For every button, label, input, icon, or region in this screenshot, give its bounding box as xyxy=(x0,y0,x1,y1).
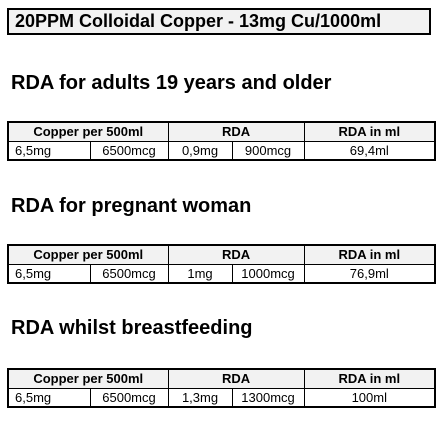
header-copper-per-500ml: Copper per 500ml xyxy=(6,368,169,389)
table-header-row: Copper per 500ml RDA RDA in ml xyxy=(6,244,437,265)
header-rda: RDA xyxy=(167,368,305,389)
table-header-row: Copper per 500ml RDA RDA in ml xyxy=(6,121,437,142)
table-row: 6,5mg 6500mcg 0,9mg 900mcg 69,4ml xyxy=(7,140,437,161)
rda-table-pregnant: Copper per 500ml RDA RDA in ml 6,5mg 650… xyxy=(6,244,437,284)
header-rda-in-ml: RDA in ml xyxy=(303,368,437,389)
rda-mcg-cell: 900mcg xyxy=(231,140,305,161)
rda-mcg-cell: 1000mcg xyxy=(231,263,305,284)
header-rda-in-ml: RDA in ml xyxy=(303,121,437,142)
rda-table-breastfeeding: Copper per 500ml RDA RDA in ml 6,5mg 650… xyxy=(6,368,437,408)
rda-table-adults: Copper per 500ml RDA RDA in ml 6,5mg 650… xyxy=(6,121,437,161)
rda-ml-cell: 100ml xyxy=(303,387,437,408)
rda-ml-cell: 76,9ml xyxy=(303,263,437,284)
copper-mcg-cell: 6500mcg xyxy=(89,387,169,408)
header-copper-per-500ml: Copper per 500ml xyxy=(6,244,169,265)
section-heading-pregnant: RDA for pregnant woman xyxy=(11,195,252,217)
section-heading-breastfeeding: RDA whilst breastfeeding xyxy=(11,317,253,339)
header-rda: RDA xyxy=(167,121,305,142)
table-row: 6,5mg 6500mcg 1mg 1000mcg 76,9ml xyxy=(7,263,437,284)
copper-mg-cell: 6,5mg xyxy=(7,140,91,161)
copper-mg-cell: 6,5mg xyxy=(7,263,91,284)
rda-mcg-cell: 1300mcg xyxy=(231,387,305,408)
copper-mcg-cell: 6500mcg xyxy=(89,140,169,161)
copper-mg-cell: 6,5mg xyxy=(7,387,91,408)
header-copper-per-500ml: Copper per 500ml xyxy=(6,121,169,142)
rda-ml-cell: 69,4ml xyxy=(303,140,437,161)
rda-mg-cell: 1mg xyxy=(167,263,233,284)
table-row: 6,5mg 6500mcg 1,3mg 1300mcg 100ml xyxy=(7,387,437,408)
section-heading-adults: RDA for adults 19 years and older xyxy=(11,72,332,94)
rda-mg-cell: 1,3mg xyxy=(167,387,233,408)
copper-mcg-cell: 6500mcg xyxy=(89,263,169,284)
table-header-row: Copper per 500ml RDA RDA in ml xyxy=(6,368,437,389)
rda-mg-cell: 0,9mg xyxy=(167,140,233,161)
document-title: 20PPM Colloidal Copper - 13mg Cu/1000ml xyxy=(7,8,431,35)
header-rda: RDA xyxy=(167,244,305,265)
header-rda-in-ml: RDA in ml xyxy=(303,244,437,265)
